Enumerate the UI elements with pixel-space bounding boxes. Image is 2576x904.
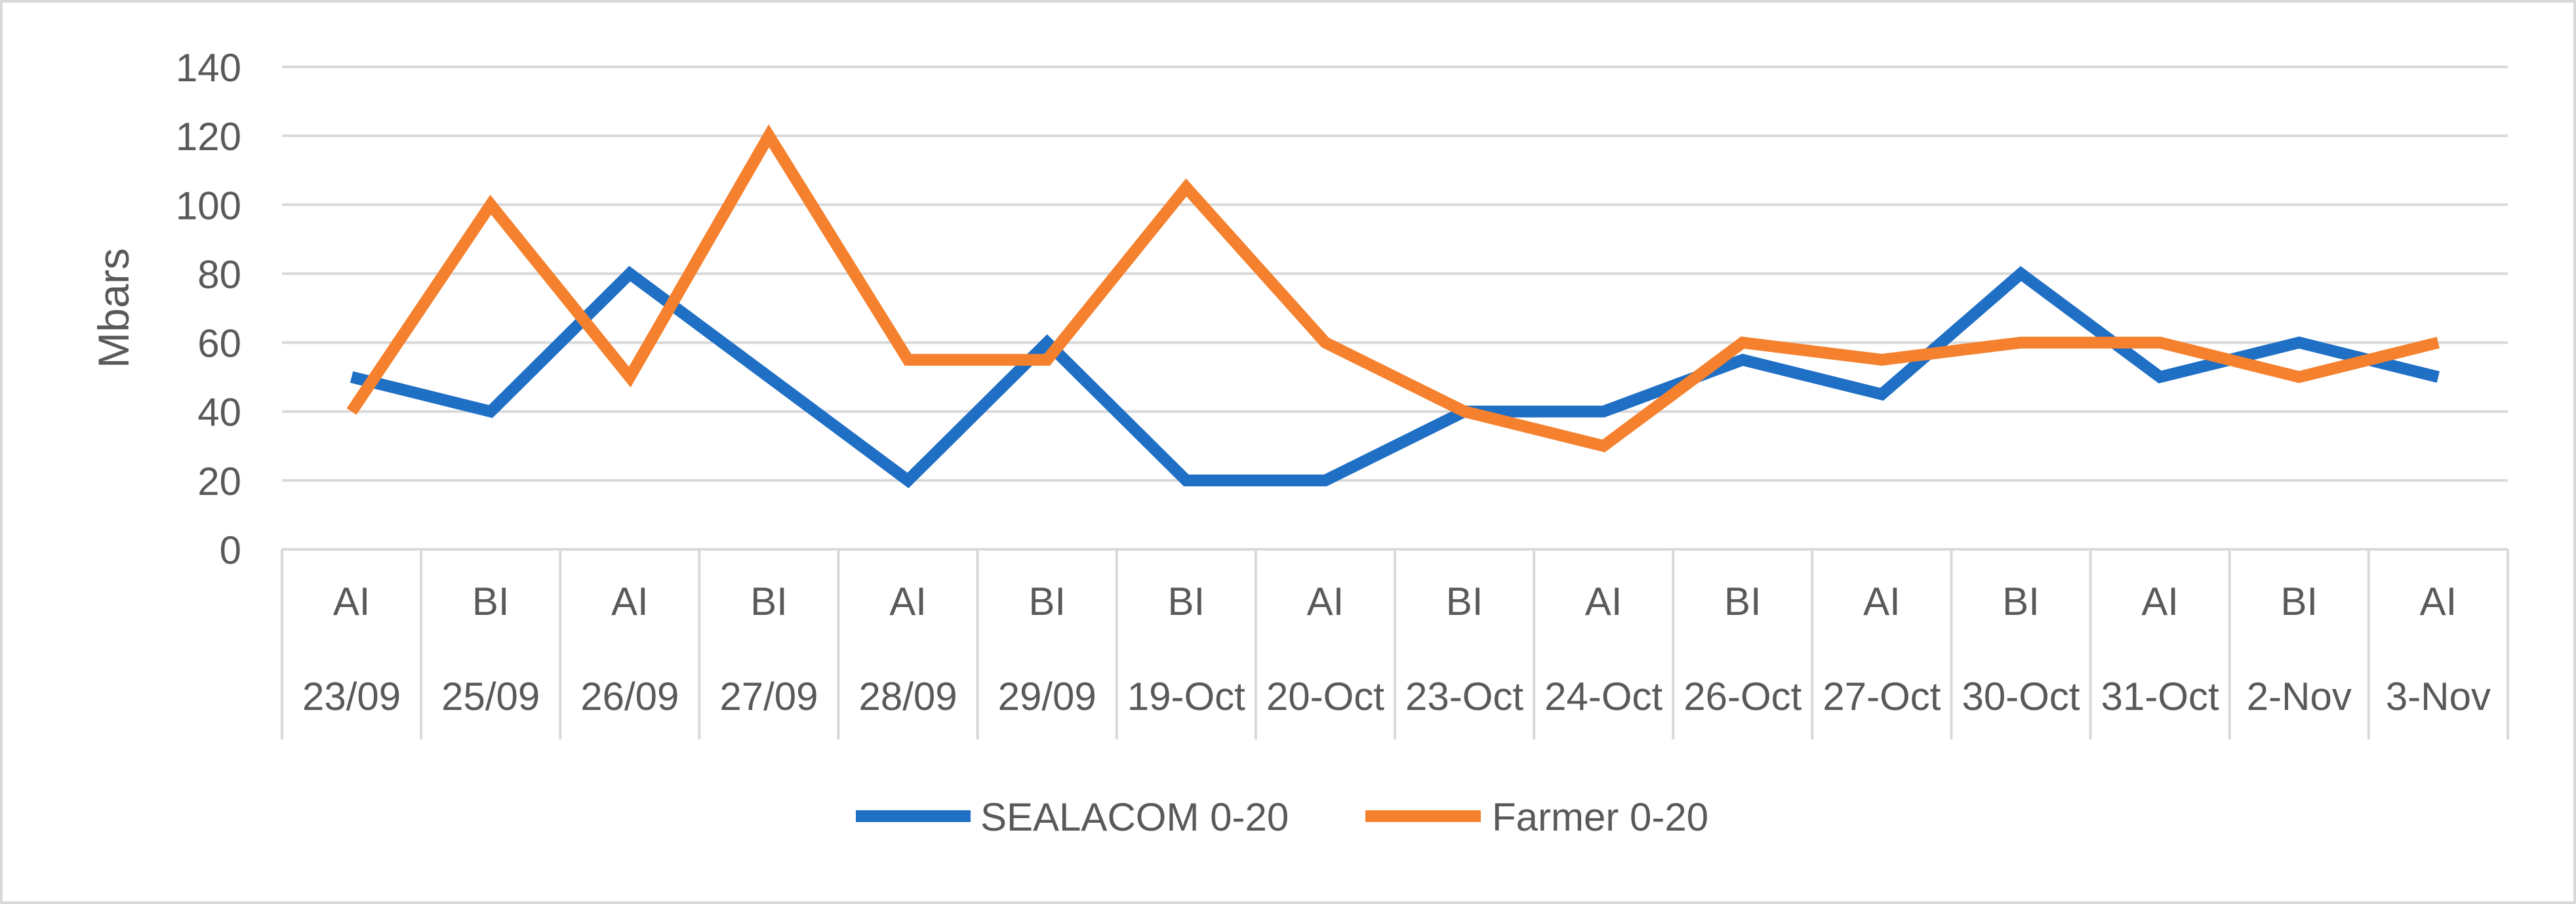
x-tick-date-label: 29/09 <box>998 675 1097 718</box>
x-tick-date-label: 25/09 <box>441 675 540 718</box>
x-tick-group-label: AI <box>611 580 649 623</box>
x-tick-group-label: AI <box>889 580 927 623</box>
y-tick-label: 100 <box>176 184 241 227</box>
data-point <box>1047 342 1048 344</box>
x-tick-group-label: BI <box>472 580 510 623</box>
data-point <box>1464 411 1465 412</box>
data-point <box>2299 342 2300 344</box>
x-tick-group-label: AI <box>333 580 371 623</box>
series-line-1 <box>350 265 2440 488</box>
x-tick-date-label: 19-Oct <box>1127 675 1245 718</box>
x-tick-group-label: BI <box>1167 580 1205 623</box>
x-tick-group-label: AI <box>1585 580 1622 623</box>
data-point <box>1603 411 1604 412</box>
data-point <box>490 411 491 412</box>
data-point <box>1186 187 1187 188</box>
x-tick-date-label: 24-Oct <box>1544 675 1662 718</box>
data-point <box>351 376 352 378</box>
data-point <box>768 135 769 136</box>
x-tick-date-label: 27/09 <box>719 675 818 718</box>
y-tick-label: 120 <box>176 115 241 159</box>
x-tick-date-label: 3-Nov <box>2386 675 2491 718</box>
data-point <box>2160 342 2161 344</box>
y-tick-label: 40 <box>197 391 241 435</box>
x-tick-date-label: 23-Oct <box>1405 675 1523 718</box>
y-tick-label: 80 <box>197 252 241 296</box>
y-tick-label: 140 <box>176 46 241 90</box>
legend-label: Farmer 0-20 <box>1492 795 1708 839</box>
x-tick-group-label: BI <box>1724 580 1761 623</box>
x-tick-date-label: 28/09 <box>858 675 957 718</box>
x-tick-group-label: BI <box>750 580 788 623</box>
legend-label: SEALACOM 0-20 <box>980 795 1289 839</box>
x-tick-group-label: AI <box>2141 580 2179 623</box>
y-tick-label: 0 <box>220 528 241 572</box>
x-tick-group-label: AI <box>1863 580 1901 623</box>
x-tick-group-label: BI <box>2280 580 2318 623</box>
y-tick-label: 60 <box>197 322 241 366</box>
x-tick-group-label: BI <box>1446 580 1483 623</box>
data-point <box>351 411 352 412</box>
x-tick-date-label: 26-Oct <box>1683 675 1801 718</box>
data-point <box>908 359 909 361</box>
x-tick-date-label: 23/09 <box>302 675 401 718</box>
x-tick-date-label: 30-Oct <box>1962 675 2080 718</box>
x-tick-date-label: 31-Oct <box>2101 675 2219 718</box>
x-tick-group-label: BI <box>1028 580 1066 623</box>
data-point <box>768 376 769 378</box>
data-point <box>1881 393 1882 395</box>
data-point <box>629 376 630 378</box>
legend: SEALACOM 0-20 Farmer 0-20 <box>856 795 1708 839</box>
data-point <box>1742 342 1743 344</box>
data-point <box>1325 480 1326 481</box>
x-tick-group-label: AI <box>1307 580 1344 623</box>
data-point <box>1742 359 1743 361</box>
data-point <box>2299 376 2300 378</box>
data-point <box>2438 342 2439 344</box>
data-point <box>2021 273 2022 274</box>
data-point <box>490 204 491 205</box>
data-point <box>2160 376 2161 378</box>
x-tick-date-label: 27-Oct <box>1822 675 1941 718</box>
x-tick-date-label: 20-Oct <box>1266 675 1384 718</box>
y-tick-label: 20 <box>197 460 241 503</box>
data-point <box>1186 480 1187 481</box>
series-line-2 <box>346 124 2440 453</box>
data-point <box>1325 342 1326 344</box>
y-axis-title: Mbars <box>89 248 138 368</box>
axes: 0 20 40 60 80 100 120 140 Mbars AI 23/09 BI 25/09 AI 2… <box>89 46 2509 739</box>
data-point <box>1603 445 1604 446</box>
x-tick-date-label: 2-Nov <box>2247 675 2352 718</box>
data-point <box>2021 342 2022 344</box>
data-point <box>908 480 909 481</box>
data-point <box>1047 359 1048 361</box>
data-point <box>1881 359 1882 361</box>
x-tick-date-label: 26/09 <box>580 675 679 718</box>
series-lines <box>346 124 2440 488</box>
x-tick-group-label: BI <box>2002 580 2040 623</box>
data-point <box>2438 376 2439 378</box>
x-tick-group-label: AI <box>2420 580 2457 623</box>
data-point <box>629 273 630 274</box>
